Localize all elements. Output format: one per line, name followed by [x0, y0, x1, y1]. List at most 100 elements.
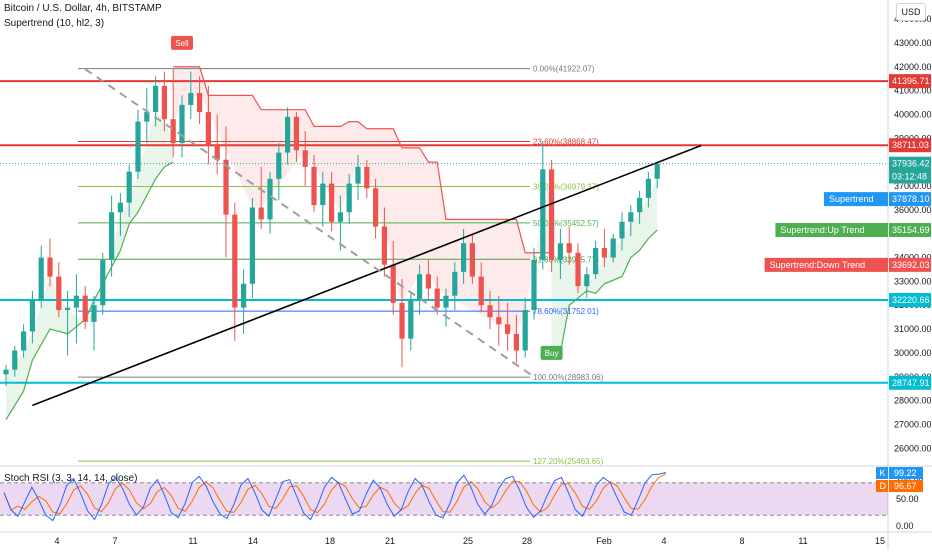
candle[interactable] [153, 85, 159, 113]
candle[interactable] [21, 331, 27, 351]
candle[interactable] [205, 112, 211, 146]
candle[interactable] [355, 166, 361, 184]
candle[interactable] [619, 221, 625, 239]
candle[interactable] [637, 197, 643, 213]
candle[interactable] [29, 300, 35, 332]
stoch-rsi-label[interactable]: Stoch RSI (3, 3, 14, 14, close) [4, 473, 138, 484]
x-tick-label: 21 [385, 536, 395, 546]
trendline[interactable] [32, 144, 702, 407]
candle[interactable] [161, 85, 167, 120]
candle[interactable] [188, 93, 194, 105]
candle[interactable] [505, 324, 511, 334]
candle[interactable] [610, 238, 616, 258]
y-tick-label: 30000.00 [894, 348, 932, 358]
candle[interactable] [337, 212, 343, 222]
candle[interactable] [461, 243, 467, 272]
candle[interactable] [82, 295, 88, 322]
candle[interactable] [540, 169, 546, 260]
price-axis[interactable] [888, 0, 932, 550]
candle[interactable] [117, 202, 123, 213]
candle[interactable] [425, 274, 431, 289]
candle[interactable] [285, 116, 291, 153]
candle[interactable] [452, 271, 458, 296]
x-tick-label: 7 [112, 536, 117, 546]
candle[interactable] [346, 183, 352, 213]
candle[interactable] [170, 119, 176, 144]
candle[interactable] [399, 302, 405, 339]
indicator-label[interactable]: Supertrend (10, hl2, 3) [4, 18, 105, 29]
candle[interactable] [3, 369, 9, 375]
candle[interactable] [232, 214, 238, 308]
candle[interactable] [179, 104, 185, 144]
indicator-value-tag-label: 37878.10 [892, 194, 930, 204]
x-tick-label: 11 [798, 536, 807, 546]
candle[interactable] [91, 305, 97, 322]
x-tick-label: 11 [188, 536, 197, 546]
candle[interactable] [223, 159, 229, 215]
y-tick-label: 26000.00 [894, 443, 932, 453]
candle[interactable] [487, 305, 493, 318]
candle[interactable] [566, 243, 572, 253]
candle[interactable] [575, 252, 581, 287]
candle[interactable] [38, 257, 44, 301]
candle[interactable] [593, 248, 599, 275]
currency-button[interactable]: USD [896, 3, 926, 21]
candle[interactable] [100, 259, 106, 306]
candle[interactable] [373, 188, 379, 227]
signal-marker[interactable] [540, 345, 563, 360]
dashed-line[interactable] [84, 68, 535, 378]
candle[interactable] [126, 171, 132, 203]
candle[interactable] [434, 288, 440, 308]
candle[interactable] [531, 259, 537, 310]
candle[interactable] [249, 207, 255, 284]
candle[interactable] [522, 310, 528, 351]
stoch-tick-label: 0.00 [896, 521, 914, 531]
candle[interactable] [197, 93, 203, 113]
signal-marker-label: Buy [545, 349, 559, 358]
candle[interactable] [109, 212, 115, 260]
candle[interactable] [469, 243, 475, 277]
candle[interactable] [584, 274, 590, 287]
candle[interactable] [329, 183, 335, 222]
candle[interactable] [364, 166, 370, 189]
candle[interactable] [628, 212, 634, 222]
candle[interactable] [47, 257, 53, 277]
candle[interactable] [56, 276, 62, 310]
stoch-k-value: 99.22 [894, 468, 917, 478]
candle[interactable] [408, 300, 414, 339]
candle[interactable] [320, 183, 326, 206]
candle[interactable] [390, 264, 396, 303]
candle[interactable] [214, 145, 220, 160]
candle[interactable] [645, 178, 651, 198]
price-line-tag [889, 375, 931, 390]
indicator-name-tag [764, 257, 888, 272]
signal-marker[interactable] [171, 35, 193, 50]
stoch-k-value-tag [889, 467, 923, 479]
candle[interactable] [12, 350, 18, 370]
candle[interactable] [496, 317, 502, 325]
candle[interactable] [654, 163, 660, 179]
fib-level-label: 61.80%(33925.77) [533, 255, 599, 264]
candle[interactable] [293, 116, 299, 151]
candle[interactable] [381, 226, 387, 265]
candle[interactable] [144, 112, 150, 122]
candle[interactable] [601, 248, 607, 258]
candle[interactable] [549, 169, 555, 260]
candle[interactable] [267, 178, 273, 220]
candle[interactable] [276, 152, 282, 179]
candle[interactable] [135, 121, 141, 172]
candle[interactable] [513, 333, 519, 351]
candle[interactable] [302, 150, 308, 167]
x-tick-label: 4 [661, 536, 666, 546]
candle[interactable] [65, 307, 71, 310]
candle[interactable] [73, 295, 79, 308]
candle[interactable] [417, 274, 423, 301]
candle[interactable] [311, 166, 317, 206]
candle[interactable] [478, 276, 484, 306]
candle[interactable] [258, 207, 264, 220]
candle[interactable] [443, 295, 449, 308]
candle[interactable] [557, 243, 563, 260]
candle[interactable] [241, 283, 247, 308]
